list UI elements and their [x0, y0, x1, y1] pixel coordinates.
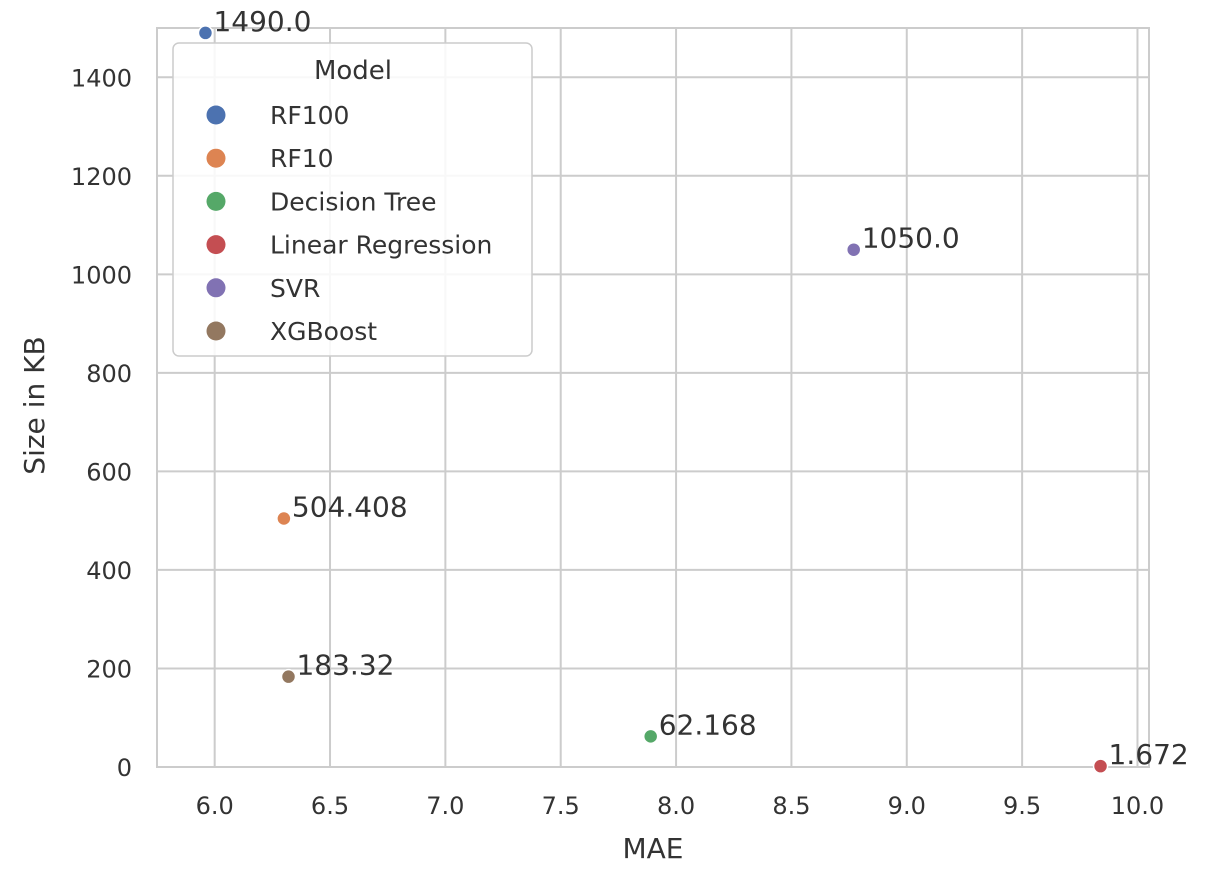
x-tick-label: 8.0	[657, 792, 695, 820]
plot-area-frame	[156, 27, 1150, 768]
legend-label: RF100	[270, 101, 349, 130]
data-point	[276, 510, 292, 527]
data-point	[845, 241, 862, 258]
legend-marker	[206, 148, 226, 168]
data-point	[280, 668, 297, 685]
legend-label: Linear Regression	[270, 231, 492, 260]
legend-marker	[206, 105, 226, 125]
y-tick-label: 600	[86, 458, 132, 486]
x-axis-tick-labels: 6.0 6.5 7.0 7.5 8.0 8.5 9.0 9.5 10.0	[196, 792, 1165, 820]
legend-label: SVR	[270, 274, 320, 303]
y-tick-label: 1200	[71, 163, 132, 191]
x-tick-label: 6.5	[311, 792, 349, 820]
data-label: 1050.0	[862, 222, 960, 255]
x-tick-label: 9.5	[1003, 792, 1041, 820]
legend-marker	[206, 191, 226, 211]
y-tick-label: 400	[86, 557, 132, 585]
y-axis-title: Size in KB	[18, 336, 51, 474]
x-tick-label: 7.0	[426, 792, 464, 820]
data-points	[197, 25, 1109, 774]
data-labels: 1490.0 504.408 62.168 1.672 1050.0 183.32	[213, 5, 1188, 771]
legend-label: XGBoost	[270, 317, 377, 346]
grid-lines	[157, 28, 1149, 768]
legend-marker	[206, 278, 226, 298]
x-tick-label: 9.0	[888, 792, 926, 820]
data-label: 504.408	[292, 490, 408, 523]
data-point	[642, 728, 659, 745]
data-point	[1092, 758, 1109, 774]
data-label: 183.32	[296, 649, 394, 682]
x-tick-label: 8.5	[772, 792, 810, 820]
data-label: 62.168	[659, 708, 757, 741]
legend: Model RF100 RF10 Decision Tree Linear Regre…	[172, 42, 533, 357]
y-tick-label: 200	[86, 655, 132, 683]
x-tick-label: 10.0	[1111, 792, 1164, 820]
y-tick-label: 1400	[71, 64, 132, 92]
y-axis-tick-labels: 0 200 400 600 800 1000 1200 1400	[71, 64, 132, 782]
x-tick-label: 6.0	[196, 792, 234, 820]
data-point	[197, 25, 214, 41]
data-label: 1490.0	[213, 5, 311, 38]
x-axis-title: MAE	[622, 832, 683, 865]
y-tick-label: 800	[86, 360, 132, 388]
legend-marker	[206, 321, 226, 341]
legend-items: RF100 RF10 Decision Tree Linear Regression S…	[206, 101, 492, 346]
y-tick-label: 1000	[71, 261, 132, 289]
data-label: 1.672	[1109, 738, 1189, 771]
legend-box	[172, 42, 533, 357]
y-tick-label: 0	[117, 754, 132, 782]
legend-marker	[206, 235, 226, 255]
x-tick-label: 7.5	[542, 792, 580, 820]
legend-label: Decision Tree	[270, 187, 436, 216]
legend-title: Model	[314, 56, 392, 86]
legend-label: RF10	[270, 144, 334, 173]
